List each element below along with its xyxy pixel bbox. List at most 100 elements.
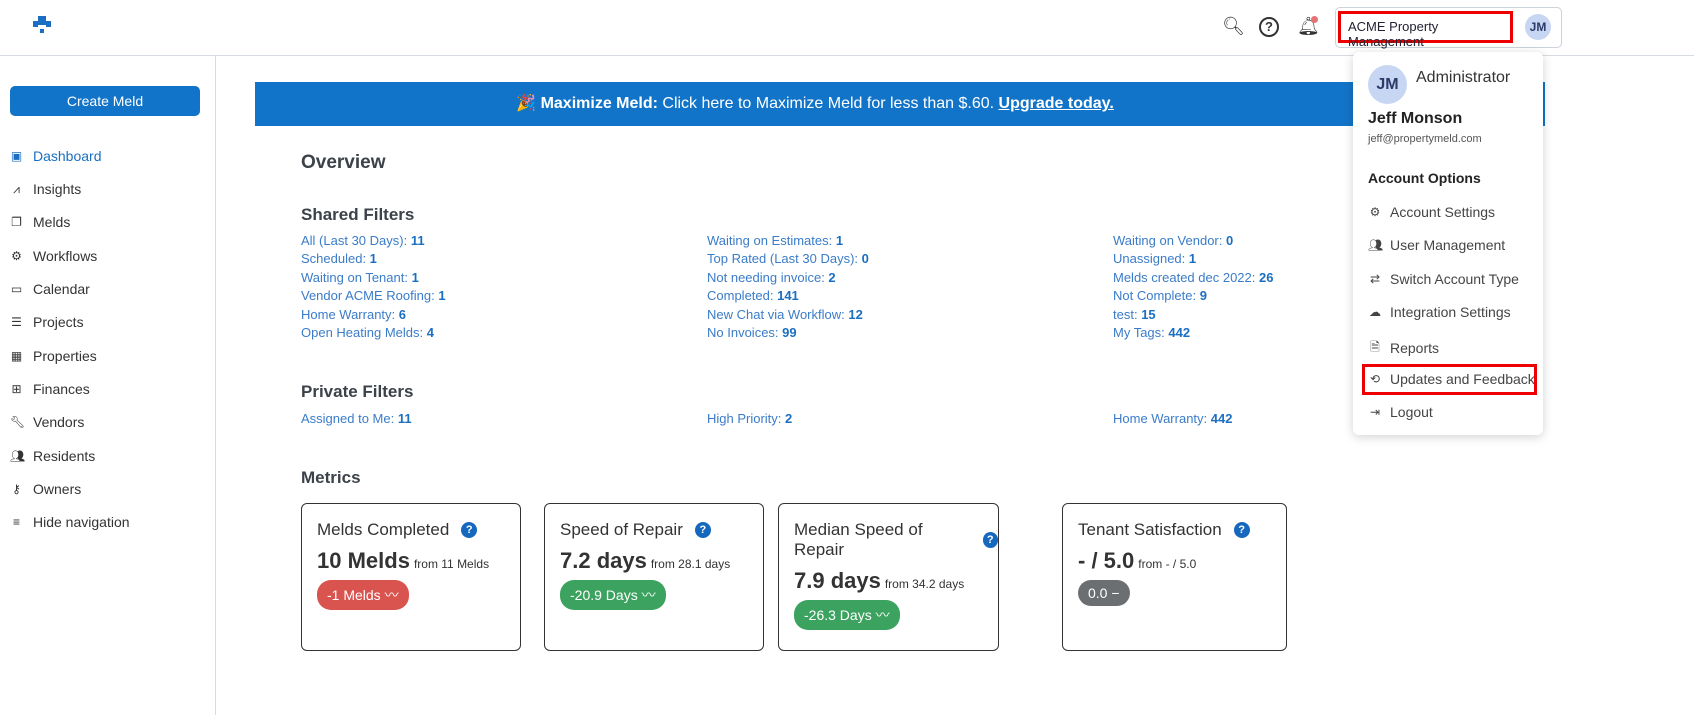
filter-link[interactable]: Open Heating Melds: 4 bbox=[301, 325, 434, 341]
filter-column: Waiting on Vendor: 0 Unassigned: 1 Melds c… bbox=[1113, 232, 1273, 342]
sidebar-item-projects[interactable]: ☰ Projects bbox=[11, 314, 84, 330]
filter-link[interactable]: Not Complete: 9 bbox=[1113, 288, 1207, 304]
metric-change-badge: 0.0 − bbox=[1078, 580, 1130, 606]
insights-icon: ⩘ bbox=[13, 181, 20, 196]
trend-icon: 〰 bbox=[875, 607, 890, 623]
gears-icon: ⚙ bbox=[11, 249, 22, 263]
metric-value: 7.9 days bbox=[794, 568, 881, 593]
sidebar-item-melds[interactable]: ❐ Melds bbox=[11, 214, 71, 230]
feedback-icon: ⟲ bbox=[1369, 372, 1381, 386]
trend-icon: 〰 bbox=[384, 587, 399, 603]
filter-link[interactable]: Vendor ACME Roofing: 1 bbox=[301, 288, 446, 304]
sidebar-item-vendors[interactable]: 🔧︎ Vendors bbox=[10, 414, 85, 430]
upgrade-link[interactable]: Upgrade today. bbox=[998, 95, 1114, 112]
filter-link[interactable]: Home Warranty: 442 bbox=[1113, 411, 1233, 426]
metric-value: 7.2 days bbox=[560, 548, 647, 573]
filter-column: Waiting on Estimates: 1 Top Rated (Last 3… bbox=[707, 232, 869, 342]
sidebar: Create Meld ▣ Dashboard ⩘ Insights ❐ Melds … bbox=[0, 56, 216, 715]
document-icon: 🗎 bbox=[1370, 339, 1380, 354]
hide-navigation-button[interactable]: ≡ Hide navigation bbox=[10, 514, 130, 530]
filter-link[interactable]: Scheduled: 1 bbox=[301, 251, 377, 267]
metric-change-badge: -20.9 Days 〰 bbox=[560, 580, 666, 610]
metric-from: from - / 5.0 bbox=[1138, 557, 1197, 571]
menu-item-updates-and-feedback[interactable]: ⟲ Updates and Feedback bbox=[1369, 371, 1535, 387]
banner-text: Click here to Maximize Meld for less tha… bbox=[657, 95, 999, 112]
avatar[interactable]: JM bbox=[1525, 14, 1551, 40]
filter-link[interactable]: Assigned to Me: 11 bbox=[301, 411, 412, 426]
filter-link[interactable]: Unassigned: 1 bbox=[1113, 251, 1197, 267]
sidebar-item-insights[interactable]: ⩘ Insights bbox=[10, 181, 81, 197]
menu-item-account-settings[interactable]: ⚙ Account Settings bbox=[1369, 204, 1496, 220]
copy-icon: ❐ bbox=[11, 215, 22, 229]
page-title: Overview bbox=[301, 152, 386, 173]
trend-icon: 〰 bbox=[641, 587, 656, 603]
top-header: 🔍︎ ? 🔔︎ ACME Property Management JM bbox=[0, 0, 1694, 56]
menu-item-switch-account-type[interactable]: ⇄ Switch Account Type bbox=[1369, 270, 1519, 287]
filter-link[interactable]: High Priority: 2 bbox=[707, 411, 793, 426]
help-icon[interactable]: ? bbox=[1259, 17, 1279, 37]
help-icon[interactable]: ? bbox=[982, 532, 998, 548]
sidebar-item-workflows[interactable]: ⚙ Workflows bbox=[11, 248, 98, 264]
filter-link[interactable]: My Tags: 442 bbox=[1113, 325, 1191, 341]
filter-link[interactable]: Top Rated (Last 30 Days): 0 bbox=[707, 251, 869, 267]
user-name: Jeff Monson bbox=[1368, 110, 1463, 127]
list-icon: ☰ bbox=[11, 315, 22, 329]
menu-item-logout[interactable]: ⇥ Logout bbox=[1369, 404, 1433, 421]
filter-link[interactable]: Home Warranty: 6 bbox=[301, 306, 406, 322]
sidebar-item-dashboard[interactable]: ▣ Dashboard bbox=[10, 148, 102, 164]
search-icon[interactable]: 🔍︎ bbox=[1222, 16, 1245, 36]
metric-value: - / 5.0 bbox=[1078, 548, 1135, 573]
metric-card: Speed of Repair? 7.2 days from 28.1 days … bbox=[544, 503, 764, 651]
filter-link[interactable]: No Invoices: 99 bbox=[707, 325, 797, 341]
filter-link[interactable]: Completed: 141 bbox=[707, 288, 799, 304]
collapse-icon: ≡ bbox=[12, 515, 20, 529]
highlight-box bbox=[1362, 364, 1537, 395]
account-dropdown: JM Administrator Jeff Monson jeff@proper… bbox=[1353, 52, 1543, 435]
logout-icon: ⇥ bbox=[1369, 405, 1381, 420]
gear-icon: ⚙ bbox=[1369, 205, 1381, 219]
party-icon: 🎉 bbox=[516, 95, 537, 112]
filter-link[interactable]: Waiting on Tenant: 1 bbox=[301, 269, 419, 285]
menu-item-reports[interactable]: 🗎 Reports bbox=[1368, 338, 1439, 359]
account-switcher[interactable] bbox=[1335, 7, 1562, 48]
help-icon[interactable]: ? bbox=[1233, 522, 1250, 538]
sidebar-item-properties[interactable]: ▦ Properties bbox=[10, 348, 97, 364]
building-icon: ▦ bbox=[10, 349, 23, 363]
sidebar-item-residents[interactable]: 👥︎ Residents bbox=[10, 448, 96, 464]
metric-title: Speed of Repair bbox=[560, 520, 683, 539]
help-icon[interactable]: ? bbox=[461, 522, 478, 538]
metric-change-badge: -26.3 Days 〰 bbox=[794, 600, 900, 630]
metric-from: from 34.2 days bbox=[884, 577, 965, 591]
filter-link[interactable]: Melds created dec 2022: 26 bbox=[1113, 269, 1274, 285]
notification-dot bbox=[1311, 16, 1318, 23]
filter-link[interactable]: Not needing invoice: 2 bbox=[707, 269, 836, 285]
user-role: Administrator bbox=[1416, 69, 1511, 86]
help-icon[interactable]: ? bbox=[694, 522, 711, 538]
metric-title: Median Speed of Repair bbox=[794, 520, 923, 559]
filter-link[interactable]: New Chat via Workflow: 12 bbox=[707, 306, 863, 322]
logo-icon[interactable] bbox=[31, 16, 53, 36]
calendar-icon: ▭ bbox=[10, 282, 23, 296]
user-email: jeff@propertymeld.com bbox=[1368, 133, 1482, 145]
banner-title: Maximize Meld: bbox=[540, 95, 658, 112]
account-name[interactable]: ACME Property Management bbox=[1338, 11, 1513, 49]
account-options-heading: Account Options bbox=[1368, 170, 1481, 186]
trend-icon: − bbox=[1111, 585, 1120, 601]
filter-link[interactable]: Waiting on Vendor: 0 bbox=[1113, 233, 1234, 248]
sidebar-item-calendar[interactable]: ▭ Calendar bbox=[10, 281, 90, 297]
metric-card: Median Speed of Repair? 7.9 days from 34.… bbox=[778, 503, 999, 651]
menu-item-user-management[interactable]: 👥︎ User Management bbox=[1368, 237, 1506, 254]
switch-icon: ⇄ bbox=[1369, 271, 1381, 286]
filter-link[interactable]: All (Last 30 Days): 11 bbox=[301, 233, 425, 248]
key-icon: ⚷ bbox=[12, 482, 21, 496]
filter-column: All (Last 30 Days): 11 Scheduled: 1 Waitin… bbox=[301, 232, 446, 342]
create-meld-button[interactable]: Create Meld bbox=[10, 86, 200, 116]
metric-title: Melds Completed bbox=[317, 520, 450, 539]
filter-link[interactable]: test: 15 bbox=[1113, 306, 1156, 322]
sidebar-item-finances[interactable]: ⊞ Finances bbox=[11, 381, 90, 397]
upgrade-banner[interactable]: 🎉 Maximize Meld: Click here to Maximize … bbox=[255, 82, 1545, 126]
filter-link[interactable]: Waiting on Estimates: 1 bbox=[707, 233, 844, 248]
menu-item-integration-settings[interactable]: ☁︎ Integration Settings bbox=[1369, 304, 1511, 321]
cloud-icon: ☁︎ bbox=[1369, 305, 1381, 320]
sidebar-item-owners[interactable]: ⚷ Owners bbox=[10, 481, 81, 497]
